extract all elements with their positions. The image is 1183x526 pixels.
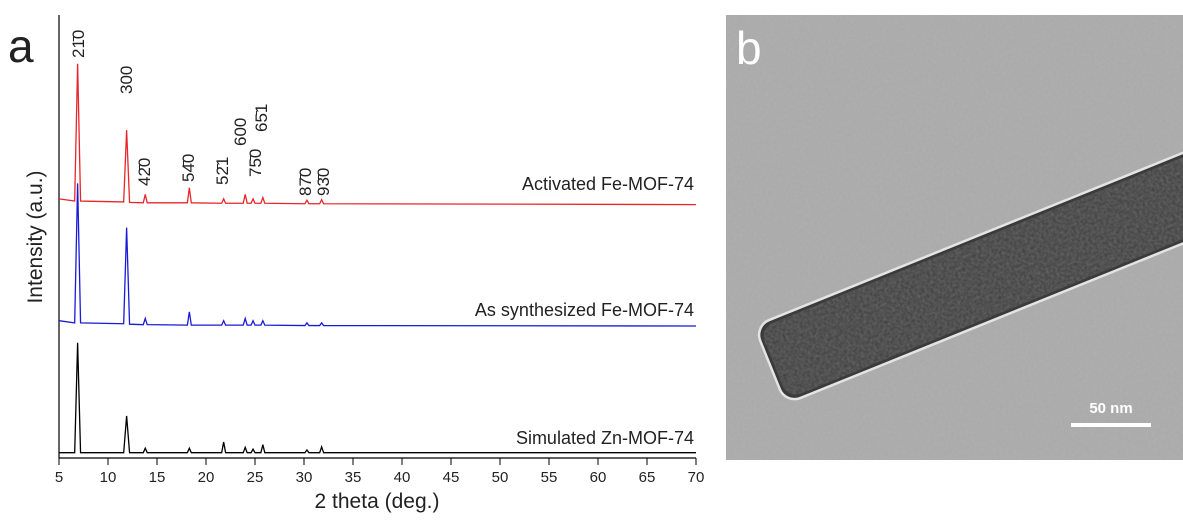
nanorod-grain xyxy=(763,141,1183,395)
pattern-line xyxy=(59,342,696,454)
x-tick-label: 35 xyxy=(345,469,362,486)
peak-label: 54̄0 xyxy=(179,154,198,182)
peak-label: 21̄0 xyxy=(69,30,88,58)
series-label: Simulated Zn-MOF-74 xyxy=(516,428,694,448)
scale-bar-label: 50 nm xyxy=(1089,400,1132,417)
panel-label: b xyxy=(736,22,762,74)
x-tick-label: 60 xyxy=(590,469,607,486)
series-label: As synthesized Fe-MOF-74 xyxy=(475,300,694,320)
x-tick-label: 10 xyxy=(100,469,117,486)
x-tick-label: 30 xyxy=(296,469,313,486)
series-label: Activated Fe-MOF-74 xyxy=(522,174,694,194)
x-tick-label: 55 xyxy=(541,469,558,486)
peak-label: 93̄0 xyxy=(314,168,333,196)
tem-image xyxy=(726,15,1183,460)
panel-label: a xyxy=(8,20,34,72)
x-tick-label: 45 xyxy=(443,469,460,486)
x-tick-label: 70 xyxy=(688,469,705,486)
x-tick-label: 15 xyxy=(149,469,166,486)
nanorod xyxy=(757,134,1183,401)
x-tick-label: 20 xyxy=(198,469,215,486)
x-tick-label: 50 xyxy=(492,469,509,486)
x-tick-label: 25 xyxy=(247,469,264,486)
pattern-line xyxy=(58,183,697,327)
peak-label: 87̄0 xyxy=(296,168,315,196)
pattern-line xyxy=(58,63,697,206)
peak-label: 600 xyxy=(231,118,250,146)
x-axis-label: 2 theta (deg.) xyxy=(315,490,440,513)
x-tick-label: 40 xyxy=(394,469,411,486)
peak-label: 42̄0 xyxy=(135,158,154,186)
peak-label: 65̄1 xyxy=(252,104,271,132)
x-tick-label: 65 xyxy=(639,469,656,486)
x-tick-label: 5 xyxy=(55,469,63,486)
peak-label: 75̄0 xyxy=(246,149,265,177)
peak-label: 300 xyxy=(117,66,136,94)
y-axis-label: Intensity (a.u.) xyxy=(24,170,47,303)
peak-label: 52̄1 xyxy=(213,157,232,185)
